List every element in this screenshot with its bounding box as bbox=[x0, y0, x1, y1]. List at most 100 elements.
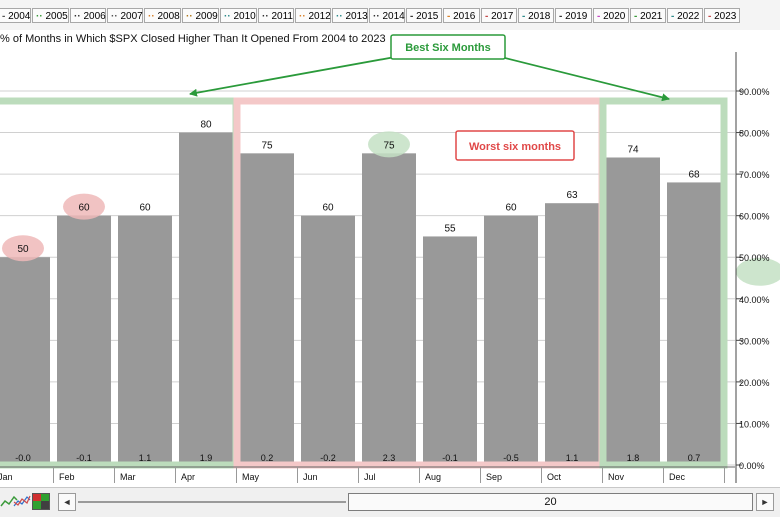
legend-label: 2012 bbox=[305, 11, 331, 22]
legend-swatch: ·· bbox=[336, 11, 343, 22]
chart-title: % of Months in Which $SPX Closed Higher … bbox=[0, 33, 386, 45]
legend-swatch: ·· bbox=[111, 11, 118, 22]
legend-swatch: - bbox=[634, 11, 638, 22]
legend-item-2011[interactable]: ·· 2011 bbox=[258, 8, 294, 23]
legend-swatch: - bbox=[2, 11, 6, 22]
legend-item-2021[interactable]: - 2021 bbox=[630, 8, 666, 23]
best-arrow-left bbox=[189, 56, 396, 97]
legend-item-2008[interactable]: ·· 2008 bbox=[144, 8, 181, 23]
y-tick-label: 10.00% bbox=[739, 419, 770, 429]
legend-item-2006[interactable]: ·· 2006 bbox=[70, 8, 106, 23]
highlight-jan bbox=[2, 235, 44, 262]
legend-swatch: - bbox=[410, 11, 414, 22]
bar-bottom-label: 1.1 bbox=[566, 453, 579, 463]
bar-may bbox=[240, 153, 294, 466]
color-picker-icon[interactable] bbox=[32, 493, 50, 510]
legend-label: 2022 bbox=[674, 11, 700, 22]
legend-item-2019[interactable]: - 2019 bbox=[555, 8, 592, 23]
legend-swatch: ·· bbox=[148, 11, 155, 22]
x-tick-label: Jan bbox=[0, 472, 13, 482]
legend-item-2012[interactable]: ·· 2012 bbox=[295, 8, 331, 23]
bar-apr bbox=[179, 132, 233, 466]
legend-swatch: - bbox=[485, 11, 489, 22]
x-tick-label: Oct bbox=[547, 472, 562, 482]
legend-swatch: ·· bbox=[36, 11, 43, 22]
bar-nov bbox=[606, 157, 660, 465]
x-tick-label: Sep bbox=[486, 472, 502, 482]
x-tick-label: Apr bbox=[181, 472, 195, 482]
scroll-track[interactable] bbox=[78, 501, 346, 503]
value-label: 80 bbox=[200, 120, 212, 131]
bar-bottom-label: -0.1 bbox=[76, 453, 92, 463]
legend-item-2020[interactable]: - 2020 bbox=[593, 8, 629, 23]
y-tick-label: 60.00% bbox=[739, 212, 770, 222]
best-arrow-right bbox=[500, 56, 670, 102]
legend-swatch: - bbox=[708, 11, 712, 22]
legend-swatch: - bbox=[522, 11, 526, 22]
y-tick-label: 50.00% bbox=[739, 253, 770, 263]
legend-item-2017[interactable]: - 2017 bbox=[481, 8, 517, 23]
bar-bottom-label: 0.7 bbox=[688, 453, 701, 463]
legend-item-2016[interactable]: - 2016 bbox=[443, 8, 480, 23]
y-tick-label: 80.00% bbox=[739, 129, 770, 139]
y-tick-label: 30.00% bbox=[739, 336, 770, 346]
scroll-thumb[interactable]: 20 bbox=[348, 493, 753, 511]
bar-jan bbox=[0, 257, 50, 465]
legend-label: 2008 bbox=[154, 11, 180, 22]
chart-area: 50-0.0Jan60-0.1Feb601.1Mar801.9Apr750.2M… bbox=[0, 34, 780, 483]
y-tick-label: 20.00% bbox=[739, 378, 770, 388]
bar-bottom-label: 0.2 bbox=[261, 453, 274, 463]
bar-bottom-label: 1.9 bbox=[200, 453, 213, 463]
legend-item-2007[interactable]: ·· 2007 bbox=[107, 8, 143, 23]
legend-item-2015[interactable]: - 2015 bbox=[406, 8, 442, 23]
legend-item-2004[interactable]: - 2004 bbox=[0, 8, 31, 23]
x-tick-label: May bbox=[242, 472, 260, 482]
x-tick-label: Jul bbox=[364, 472, 376, 482]
legend-label: 2014 bbox=[379, 11, 405, 22]
value-label: 60 bbox=[505, 203, 517, 214]
bar-bottom-label: 2.3 bbox=[383, 453, 396, 463]
legend-label: 2020 bbox=[600, 11, 626, 22]
x-tick-label: Dec bbox=[669, 472, 686, 482]
y-tick-label: 90.00% bbox=[739, 87, 770, 97]
legend-label: 2015 bbox=[413, 11, 439, 22]
value-label: 55 bbox=[444, 223, 456, 234]
best-callout-box bbox=[390, 34, 506, 60]
worst-callout-text: Worst six months bbox=[469, 141, 561, 153]
scroll-right-button[interactable]: ► bbox=[756, 493, 774, 511]
legend-item-2009[interactable]: ·· 2009 bbox=[182, 8, 219, 23]
legend-label: 2013 bbox=[342, 11, 368, 22]
bar-bottom-label: 1.1 bbox=[139, 453, 152, 463]
bar-feb bbox=[57, 215, 111, 465]
legend-swatch: ·· bbox=[74, 11, 81, 22]
legend-swatch: - bbox=[447, 11, 451, 22]
legend-item-2023[interactable]: - 2023 bbox=[704, 8, 740, 23]
legend-item-2013[interactable]: ·· 2013 bbox=[332, 8, 368, 23]
bar-jun bbox=[301, 215, 355, 465]
highlight-feb bbox=[63, 193, 105, 220]
legend-swatch: - bbox=[559, 11, 563, 22]
legend-label: 2018 bbox=[525, 11, 551, 22]
legend-item-2018[interactable]: - 2018 bbox=[518, 8, 554, 23]
legend-bar: - 2004 ·· 2005 ·· 2006 ·· 2007 ·· 2008 ·· 200… bbox=[0, 0, 780, 30]
legend-swatch: ·· bbox=[373, 11, 380, 22]
legend-label: 2006 bbox=[80, 11, 106, 22]
multi-line-chart-icon[interactable] bbox=[13, 493, 31, 510]
bar-oct bbox=[545, 203, 599, 465]
legend-label: 2004 bbox=[5, 11, 31, 22]
value-label: 60 bbox=[139, 203, 151, 214]
axis-highlight bbox=[736, 257, 780, 286]
line-chart-icon[interactable] bbox=[0, 493, 18, 510]
bottom-toolbar: ◄ 20 ► bbox=[0, 487, 780, 517]
legend-item-2005[interactable]: ·· 2005 bbox=[32, 8, 69, 23]
legend-item-2010[interactable]: ·· 2010 bbox=[220, 8, 257, 23]
legend-swatch: - bbox=[597, 11, 601, 22]
bar-bottom-label: -0.1 bbox=[442, 453, 458, 463]
value-label: 60 bbox=[322, 203, 334, 214]
bar-dec bbox=[667, 182, 721, 465]
scroll-left-button[interactable]: ◄ bbox=[58, 493, 76, 511]
bar-sep bbox=[484, 215, 538, 465]
legend-item-2022[interactable]: - 2022 bbox=[667, 8, 703, 23]
legend-item-2014[interactable]: ·· 2014 bbox=[369, 8, 405, 23]
x-tick-label: Mar bbox=[120, 472, 136, 482]
